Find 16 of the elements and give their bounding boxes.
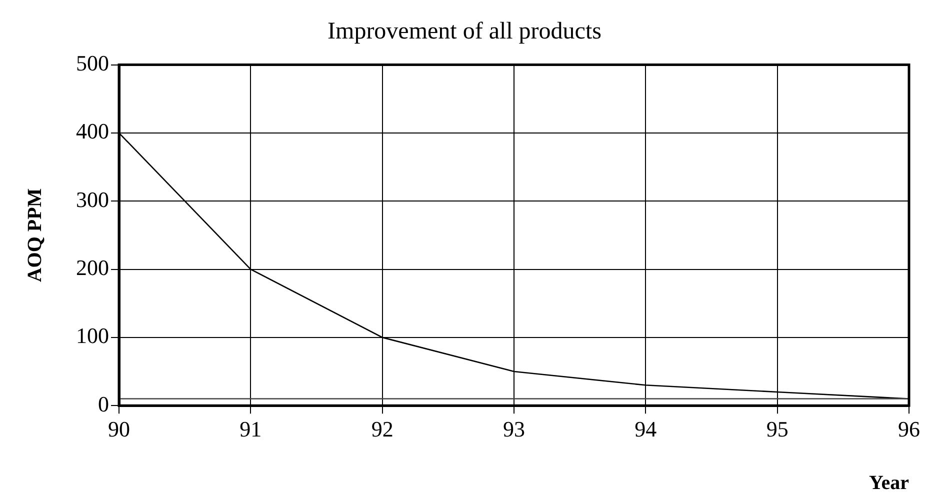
x-tick-label: 96 <box>898 416 920 442</box>
x-tick-label: 92 <box>371 416 394 442</box>
x-tick-label: 95 <box>766 416 788 442</box>
y-tick-label: 200 <box>76 255 109 280</box>
y-tick-label: 0 <box>98 391 109 416</box>
x-tick-label: 90 <box>108 416 130 442</box>
y-tick-label: 300 <box>76 186 109 212</box>
x-tick-label: 91 <box>240 416 262 442</box>
chart-title: Improvement of all products <box>328 18 602 45</box>
y-tick-label: 500 <box>76 50 109 76</box>
x-tick-label: 93 <box>503 416 525 442</box>
y-axis-title: AOQ PPM <box>24 188 46 282</box>
x-tick-label: 94 <box>634 416 657 442</box>
y-tick-label: 400 <box>76 118 109 144</box>
x-axis-title: Year <box>869 472 910 494</box>
y-tick-label: 100 <box>76 323 109 348</box>
